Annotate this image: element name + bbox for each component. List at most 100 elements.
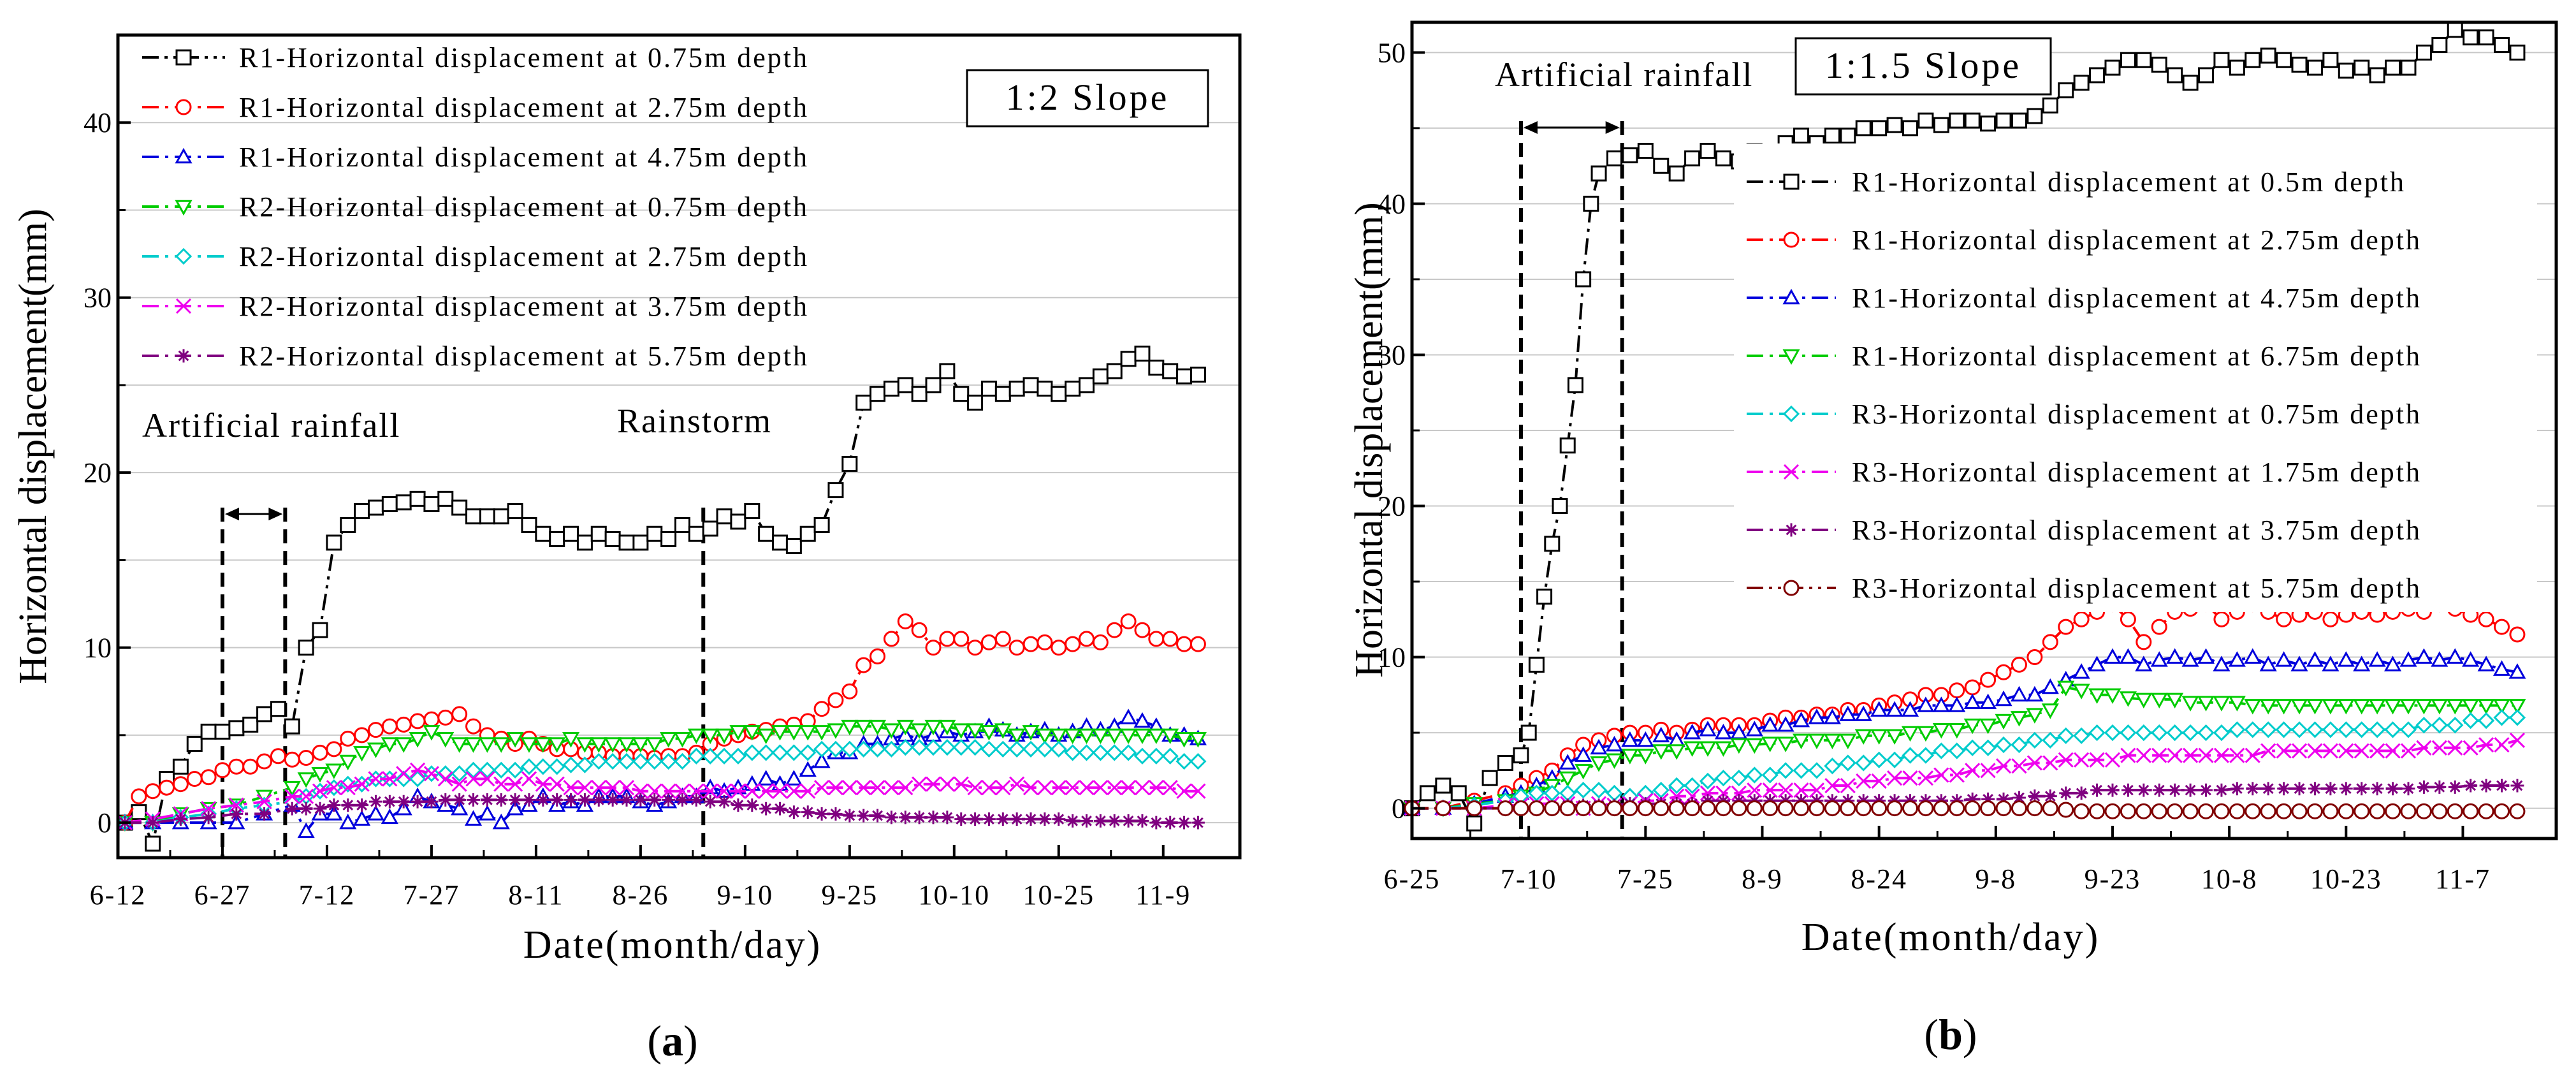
data-point <box>1668 165 1685 182</box>
data-point <box>2198 803 2215 819</box>
data-point <box>2384 721 2401 738</box>
data-point <box>1176 783 1192 799</box>
data-point <box>1699 772 1717 790</box>
series-4 <box>116 719 1207 832</box>
data-point <box>2213 52 2230 68</box>
data-point <box>1133 747 1151 765</box>
data-point <box>146 816 160 830</box>
data-point <box>1528 784 1545 802</box>
data-point <box>882 723 900 739</box>
data-point <box>1653 158 1670 174</box>
data-point <box>2494 736 2510 753</box>
data-point <box>2370 782 2384 796</box>
data-point <box>1808 733 1826 750</box>
data-point <box>884 810 898 824</box>
data-point <box>2230 782 2244 796</box>
data-point <box>855 394 872 411</box>
data-point <box>2260 721 2277 738</box>
data-point <box>996 812 1010 826</box>
data-point <box>312 744 328 761</box>
data-point <box>2290 721 2308 738</box>
data-point <box>1668 777 1685 795</box>
data-point <box>283 780 301 797</box>
data-point <box>841 780 857 796</box>
x-tick-label: 7-27 <box>404 879 460 911</box>
data-point <box>339 814 357 830</box>
data-point <box>939 776 955 792</box>
data-point <box>1714 723 1732 740</box>
legend-label: R1-Horizontal displacement at 2.75m dept… <box>239 92 809 123</box>
data-point <box>2384 699 2402 715</box>
data-point <box>297 772 315 788</box>
data-point <box>855 740 872 758</box>
data-point <box>2183 747 2199 763</box>
data-point <box>980 725 998 741</box>
data-point <box>2167 803 2183 819</box>
data-point <box>1175 752 1193 770</box>
data-point <box>2431 651 2449 667</box>
data-point <box>855 780 871 796</box>
data-point <box>228 720 245 736</box>
data-point <box>1840 800 1856 817</box>
data-point <box>563 525 579 542</box>
data-point <box>131 788 147 805</box>
data-point <box>493 508 509 525</box>
data-point <box>2150 692 2168 709</box>
data-point <box>884 780 899 796</box>
data-point <box>2042 755 2058 771</box>
data-point <box>1979 739 1997 756</box>
data-point <box>855 719 873 736</box>
data-point <box>1964 112 1981 129</box>
legend-label: R2-Horizontal displacement at 2.75m dept… <box>239 241 809 272</box>
data-point <box>1762 782 1778 798</box>
data-point <box>1777 800 1794 817</box>
data-point <box>2275 699 2293 715</box>
data-point <box>688 525 704 542</box>
data-point <box>995 780 1011 796</box>
legend-label: R1-Horizontal displacement at 0.75m dept… <box>239 42 809 73</box>
data-point <box>437 490 454 507</box>
data-point <box>326 534 342 551</box>
data-point <box>1120 613 1137 629</box>
data-point <box>2338 803 2354 819</box>
data-point <box>1606 784 1623 802</box>
data-point <box>674 517 690 534</box>
data-point <box>2072 663 2090 679</box>
data-point <box>172 776 189 793</box>
data-point <box>1621 731 1639 747</box>
data-point <box>353 810 371 826</box>
data-point <box>1933 767 1949 783</box>
data-point <box>325 763 343 779</box>
data-point <box>2446 648 2464 664</box>
data-point <box>1567 377 1583 393</box>
data-point <box>2399 651 2417 667</box>
data-point <box>729 725 747 741</box>
panel-a-series-layer <box>116 346 1207 852</box>
data-point <box>2089 752 2105 768</box>
data-point <box>2369 743 2385 759</box>
data-point <box>618 752 636 770</box>
x-tick-label: 9-23 <box>2085 863 2141 895</box>
legend-label: R3-Horizontal displacement at 5.75m dept… <box>1852 573 2422 604</box>
legend-label: R2-Horizontal displacement at 0.75m dept… <box>239 191 809 223</box>
legend-swatch-marker <box>1783 231 1800 248</box>
data-point <box>1684 150 1701 166</box>
data-point <box>2415 44 2432 61</box>
data-point <box>952 723 970 739</box>
data-point <box>354 776 370 792</box>
x-tick-label: 7-25 <box>1617 863 1674 895</box>
data-point <box>1149 816 1163 830</box>
data-point <box>1077 728 1096 744</box>
data-point <box>369 795 382 809</box>
data-point <box>1932 696 1950 712</box>
data-point <box>743 775 761 791</box>
data-point <box>660 752 677 770</box>
data-point <box>2400 743 2417 759</box>
data-point <box>311 766 329 783</box>
data-point <box>1948 742 1965 759</box>
data-point <box>855 657 872 673</box>
data-point <box>2260 803 2276 819</box>
data-point <box>1528 656 1545 673</box>
data-point <box>1051 640 1067 656</box>
data-point <box>480 793 494 807</box>
